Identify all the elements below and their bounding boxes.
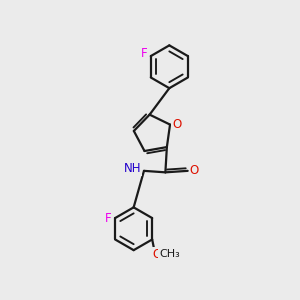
Text: CH₃: CH₃ bbox=[159, 249, 180, 259]
Text: F: F bbox=[141, 47, 148, 60]
Text: O: O bbox=[190, 164, 199, 177]
Text: O: O bbox=[152, 248, 161, 261]
Text: NH: NH bbox=[124, 162, 141, 175]
Text: O: O bbox=[172, 118, 181, 131]
Text: F: F bbox=[104, 212, 111, 225]
